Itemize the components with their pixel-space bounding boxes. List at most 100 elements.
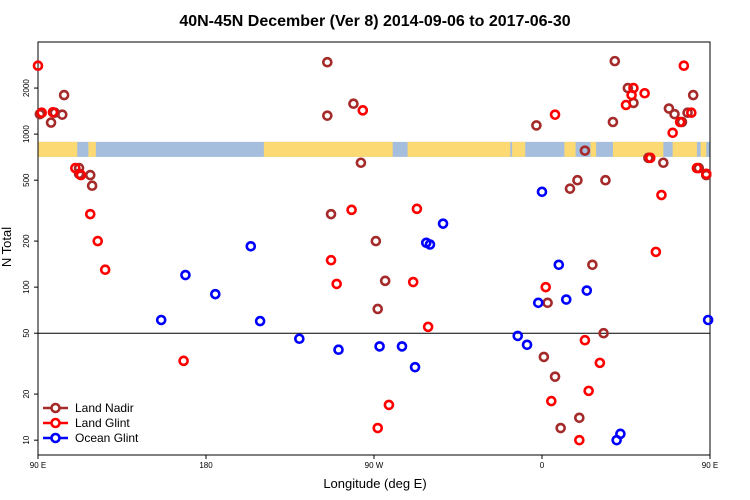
- land-nadir-point: [45, 117, 57, 128]
- legend-label-ocean-glint: Ocean Glint: [75, 431, 139, 445]
- legend-marker-ocean-glint: [50, 432, 61, 444]
- land-nadir-point: [322, 110, 333, 121]
- ocean-glint-point: [155, 314, 167, 326]
- land-glint-point: [574, 434, 585, 446]
- land-segment: [263, 141, 393, 157]
- y-tick-label: 100: [22, 280, 31, 294]
- land-glint-point: [700, 168, 712, 180]
- land-glint-point: [639, 87, 650, 99]
- ocean-glint-point: [374, 341, 385, 352]
- land-glint-point: [650, 246, 662, 258]
- y-tick-label: 20: [22, 389, 31, 398]
- land-glint-point: [32, 60, 44, 72]
- land-glint-point: [674, 116, 686, 128]
- land-glint-point: [47, 106, 59, 118]
- ocean-glint-point: [560, 294, 572, 305]
- ocean-glint-point: [254, 315, 266, 327]
- x-tick-label: 0: [540, 461, 545, 470]
- ocean-glint-point: [553, 259, 565, 271]
- land-nadir-point: [56, 109, 68, 120]
- land-nadir-point: [609, 55, 621, 67]
- land-glint-point: [331, 278, 342, 290]
- x-tick-label: 90 E: [30, 461, 46, 470]
- land-nadir-point: [542, 297, 553, 309]
- y-tick-label: 2000: [22, 79, 31, 97]
- land-nadir-point: [322, 56, 333, 68]
- land-nadir-point: [607, 116, 619, 128]
- ocean-glint-point: [581, 285, 593, 296]
- land-glint-point: [36, 107, 48, 119]
- land-nadir-point: [379, 275, 391, 287]
- land-nadir-point: [348, 98, 359, 110]
- ocean-glint-point: [245, 240, 257, 252]
- ocean-glint-point: [424, 239, 436, 250]
- ocean-glint-point: [333, 344, 344, 356]
- land-nadir-point: [572, 174, 583, 186]
- land-glint-point: [84, 208, 96, 220]
- y-axis-label: N Total: [0, 227, 14, 267]
- land-nadir-point: [579, 145, 591, 156]
- land-glint-point: [546, 395, 557, 407]
- ocean-glint-point: [521, 339, 533, 351]
- land-glint-point: [70, 162, 81, 174]
- land-nadir-point: [682, 107, 693, 119]
- land-nadir-point: [555, 422, 566, 434]
- x-axis-label: Longitude (deg E): [323, 476, 426, 491]
- y-tick-label: 500: [22, 173, 31, 187]
- land-nadir-point: [84, 169, 96, 181]
- land-glint-point: [99, 264, 111, 276]
- legend-label-land-glint: Land Glint: [75, 416, 130, 430]
- legend-marker-land-nadir: [50, 402, 61, 414]
- ocean-glint-point: [180, 269, 191, 281]
- land-nadir-point: [600, 174, 611, 186]
- land-nadir-point: [658, 157, 669, 169]
- land-glint-point: [667, 127, 678, 139]
- land-glint-point: [383, 399, 395, 411]
- ocean-glint-point: [536, 186, 548, 198]
- x-tick-label: 180: [199, 461, 213, 470]
- land-glint-point: [594, 357, 606, 369]
- land-nadir-point: [531, 120, 542, 131]
- y-tick-label: 10: [22, 435, 31, 444]
- land-glint-point: [357, 105, 369, 116]
- land-glint-point: [549, 109, 561, 120]
- land-glint-point: [686, 107, 697, 119]
- land-glint-point: [620, 99, 632, 111]
- land-nadir-point: [598, 327, 609, 339]
- land-nadir-point: [549, 371, 561, 382]
- land-glint-point: [92, 235, 104, 247]
- land-nadir-point: [355, 157, 367, 169]
- land-nadir-point: [372, 303, 384, 315]
- land-glint-point: [579, 334, 591, 346]
- land-nadir-point: [564, 183, 576, 194]
- y-tick-label: 200: [22, 234, 31, 248]
- land-nadir-point: [538, 351, 550, 363]
- land-segment: [564, 141, 576, 157]
- ocean-glint-point: [210, 288, 221, 300]
- ocean-glint-point: [437, 218, 449, 229]
- ocean-glint-point: [409, 361, 421, 373]
- land-nadir-point: [58, 89, 70, 101]
- land-segment: [88, 141, 96, 157]
- land-nadir-point: [86, 180, 98, 192]
- y-tick-label: 50: [22, 328, 31, 337]
- plot-frame: [37, 41, 711, 456]
- land-glint-point: [411, 203, 423, 215]
- land-nadir-point: [663, 103, 675, 114]
- plot-area: 90 E 180 90 W 0 90 E 10 20 50 100 200 500 1000 2000: [22, 41, 718, 470]
- ocean-glint-point: [532, 297, 544, 309]
- ocean-glint-point: [702, 314, 714, 326]
- y-tick-label: 1000: [22, 125, 31, 143]
- land-glint-point: [644, 152, 656, 164]
- land-nadir-point: [574, 412, 585, 424]
- land-glint-point: [583, 385, 594, 397]
- land-glint-point: [346, 204, 357, 216]
- land-segment: [612, 141, 664, 157]
- land-glint-point: [656, 189, 667, 201]
- land-nadir-point: [370, 235, 382, 247]
- land-nadir-point: [687, 89, 699, 101]
- land-nadir-point: [587, 259, 598, 271]
- land-segment: [407, 141, 511, 157]
- land-segment: [672, 141, 697, 157]
